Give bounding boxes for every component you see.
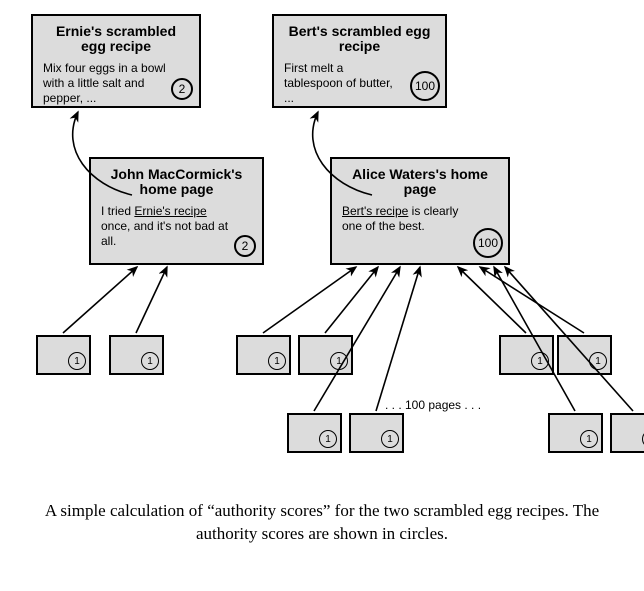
ellipsis-label: . . . 100 pages . . . xyxy=(385,398,481,412)
small-page: 1 xyxy=(557,335,612,375)
node-john-body-pre: I tried xyxy=(101,204,134,218)
node-bert: Bert's scrambled egg recipe First melt a… xyxy=(272,14,447,108)
node-john: John MacCormick's home page I tried Erni… xyxy=(89,157,264,265)
node-bert-score: 100 xyxy=(410,71,440,101)
node-alice: Alice Waters's home page Bert's recipe i… xyxy=(330,157,510,265)
diagram-canvas: Ernie's scrambled egg recipe Mix four eg… xyxy=(0,0,644,591)
small-page-score: 1 xyxy=(531,352,549,370)
node-alice-body: Bert's recipe is clearly one of the best… xyxy=(342,204,498,234)
small-page: 1 xyxy=(548,413,603,453)
node-alice-link: Bert's recipe xyxy=(342,204,408,218)
figure-caption: A simple calculation of “authority score… xyxy=(42,500,602,546)
small-page-score: 1 xyxy=(268,352,286,370)
node-john-body-post: once, and it's not bad at all. xyxy=(101,219,228,248)
small-page: 1 xyxy=(298,335,353,375)
small-page: 1 xyxy=(349,413,404,453)
node-ernie-title: Ernie's scrambled egg recipe xyxy=(43,24,189,55)
node-alice-title: Alice Waters's home page xyxy=(342,167,498,198)
small-page-score: 1 xyxy=(141,352,159,370)
node-ernie: Ernie's scrambled egg recipe Mix four eg… xyxy=(31,14,201,108)
small-page-score: 1 xyxy=(68,352,86,370)
node-ernie-body: Mix four eggs in a bowl with a little sa… xyxy=(43,61,189,106)
small-page-score: 1 xyxy=(330,352,348,370)
small-page: 1 xyxy=(109,335,164,375)
node-john-link: Ernie's recipe xyxy=(134,204,206,218)
small-page: 1 xyxy=(236,335,291,375)
node-john-title: John MacCormick's home page xyxy=(101,167,252,198)
small-page-score: 1 xyxy=(319,430,337,448)
small-page: 1 xyxy=(499,335,554,375)
small-page-score: 1 xyxy=(589,352,607,370)
small-page: 1 xyxy=(610,413,644,453)
small-page-score: 1 xyxy=(580,430,598,448)
node-bert-title: Bert's scrambled egg recipe xyxy=(284,24,435,55)
node-ernie-score: 2 xyxy=(171,78,193,100)
small-page: 1 xyxy=(287,413,342,453)
small-page: 1 xyxy=(36,335,91,375)
node-john-body: I tried Ernie's recipe once, and it's no… xyxy=(101,204,252,249)
small-page-score: 1 xyxy=(381,430,399,448)
node-alice-score: 100 xyxy=(473,228,503,258)
node-john-score: 2 xyxy=(234,235,256,257)
